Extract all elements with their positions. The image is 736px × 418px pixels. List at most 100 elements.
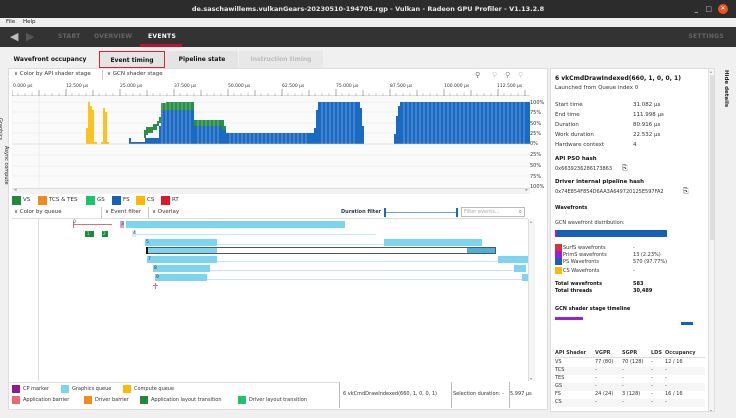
- filter-events-input[interactable]: Filter events... ⌕: [461, 207, 525, 217]
- prop-label-end-time: End time: [555, 112, 580, 118]
- zoom-out-icon[interactable]: ⚲: [518, 71, 524, 79]
- event-1[interactable]: 1: [85, 231, 94, 237]
- tab-pipeline-state[interactable]: Pipeline state: [166, 51, 238, 68]
- event-4-line: [136, 234, 376, 235]
- event-2[interactable]: 2: [102, 231, 108, 237]
- event-5-tail[interactable]: [384, 239, 482, 246]
- scroll-down-icon[interactable]: ▾: [710, 408, 713, 412]
- tab-wavefront-occupancy[interactable]: Wavefront occupancy: [6, 51, 94, 68]
- zoom-reset-icon[interactable]: ⚲: [492, 71, 498, 79]
- scroll-left-icon[interactable]: ◂: [14, 187, 17, 193]
- gcn-shader-stage-dropdown[interactable]: ∨ GCN shader stage: [107, 71, 163, 77]
- menu-file[interactable]: File: [6, 19, 16, 25]
- tick-label: 75.000 µs: [336, 84, 359, 89]
- color-by-api-dropdown[interactable]: ∨ Color by API shader stage: [14, 71, 91, 77]
- tick-label: 0.000 µs: [13, 84, 33, 89]
- event-9[interactable]: 9: [155, 274, 207, 281]
- tab-event-timing[interactable]: Event timing: [99, 51, 165, 68]
- details-panel: 6 vkCmdDrawIndexed(660, 1, 0, 0, 1) Laun…: [550, 68, 715, 412]
- event-9-tail[interactable]: [522, 274, 528, 281]
- scroll-down-icon[interactable]: ▾: [530, 376, 533, 381]
- prop-value-work-duration: 22.532 µs: [633, 132, 661, 138]
- scroll-right-icon[interactable]: ▸: [525, 187, 528, 193]
- back-arrow-icon[interactable]: ◀: [10, 30, 19, 43]
- chevron-down-icon: ∨: [105, 209, 111, 215]
- event-7[interactable]: 7: [147, 256, 217, 263]
- nav-overview[interactable]: OVERVIEW: [94, 33, 133, 40]
- legend-swatch-compute-queue: [123, 385, 131, 393]
- cs-label: CS Wavefronts: [563, 268, 600, 274]
- prop-value-start-time: 31.082 µs: [633, 102, 661, 108]
- event-4[interactable]: 4: [132, 230, 136, 237]
- overlay-dropdown[interactable]: ∨ Overlay: [152, 209, 180, 215]
- color-by-queue-dropdown[interactable]: ∨ Color by queue: [14, 209, 62, 215]
- pct-label: 75%: [530, 174, 542, 180]
- pct-label: 25%: [530, 131, 542, 137]
- api-pso-hash-value: 0x6639236286173863: [555, 166, 613, 172]
- event-3-bar[interactable]: [126, 221, 345, 228]
- legend-label-vs: VS: [23, 197, 31, 203]
- event-7-tail[interactable]: [498, 256, 534, 263]
- forward-arrow-icon[interactable]: ▶: [26, 30, 35, 43]
- tick-label: 100.000 µs: [444, 84, 470, 89]
- event-8[interactable]: 8: [153, 265, 210, 272]
- shader-table-row: TCS - - - -: [555, 367, 705, 375]
- chevron-down-icon: ∨: [14, 71, 20, 77]
- hide-details-button[interactable]: Hide details: [723, 70, 729, 108]
- legend-swatch-driver-layout-transition: [238, 396, 246, 404]
- occupancy-chart[interactable]: [12, 96, 530, 188]
- menu-help[interactable]: Help: [22, 19, 36, 25]
- zoom-in-icon[interactable]: ⚲: [505, 71, 511, 79]
- surfs-label: SurfS wavefronts: [563, 245, 606, 251]
- legend-swatch-graphics-queue: [61, 385, 69, 393]
- details-vertical-scrollbar[interactable]: ▴ ▾: [708, 69, 714, 412]
- surfs-value: -: [633, 245, 635, 251]
- event-filter-dropdown[interactable]: ∨ Event filter: [105, 209, 142, 215]
- pct-label: 25%: [530, 152, 542, 158]
- events-tab-bar: Wavefront occupancy Event timing Pipelin…: [0, 47, 736, 69]
- event-5[interactable]: 5: [145, 239, 217, 246]
- ps-label: PS Wavefronts: [563, 259, 600, 265]
- shader-table-row: TES - - - -: [555, 375, 667, 381]
- driver-hash-label: Driver internal pipeline hash: [555, 179, 645, 185]
- slider-max-handle[interactable]: [456, 208, 458, 217]
- event-timeline-vertical-scrollbar[interactable]: ▴ ▾: [528, 219, 535, 381]
- duration-filter-slider[interactable]: [384, 208, 458, 217]
- maximize-button[interactable]: □: [705, 5, 712, 13]
- event-5-line: [217, 244, 384, 245]
- event-0-barrier[interactable]: [74, 224, 112, 225]
- nav-events[interactable]: EVENTS: [148, 33, 177, 40]
- clipboard-icon[interactable]: ⎘: [622, 164, 628, 172]
- event-8-line: [210, 270, 514, 271]
- time-ruler[interactable]: [12, 82, 530, 96]
- scroll-up-icon[interactable]: ▴: [710, 69, 713, 74]
- close-button[interactable]: ✕: [718, 4, 728, 14]
- legend-label-cs: CS: [147, 197, 155, 203]
- slider-min-handle[interactable]: [384, 208, 386, 217]
- occupancy-horizontal-scrollbar[interactable]: ◂ ▸: [12, 187, 530, 194]
- nav-start[interactable]: START: [58, 33, 81, 40]
- event-8-tail[interactable]: [514, 265, 526, 272]
- cs-value: -: [633, 268, 635, 274]
- tab-instruction-timing[interactable]: Instruction timing: [239, 51, 323, 68]
- zoom-to-selection-icon[interactable]: ⚲: [475, 71, 481, 79]
- event-3-marker[interactable]: 3: [120, 221, 124, 228]
- divider: [102, 70, 103, 80]
- event-timeline[interactable]: 0 1 2 3 4 5 6 7 8 9: [12, 218, 534, 381]
- nav-bar: ◀ ▶ START OVERVIEW EVENTS SETTINGS: [0, 27, 736, 47]
- divider: [101, 207, 102, 218]
- divider: [148, 207, 149, 218]
- minimize-button[interactable]: _: [694, 5, 699, 13]
- distribution-ps-segment: [557, 230, 667, 237]
- surfs-swatch: [555, 244, 562, 251]
- pct-label: 75%: [530, 110, 542, 116]
- wavefront-distribution-label: GCN wavefront distribution:: [555, 220, 625, 226]
- shader-timeline-heading: GCN shader stage timeline: [555, 306, 631, 312]
- barrier-marker-cap: [153, 285, 158, 286]
- selection-duration-label: Selection duration: -: [453, 391, 504, 397]
- nav-settings[interactable]: SETTINGS: [688, 33, 724, 40]
- scrollbar-thumb[interactable]: [710, 75, 714, 240]
- tick-label: 37.500 µs: [174, 84, 197, 89]
- clipboard-icon[interactable]: ⎘: [683, 187, 689, 195]
- scroll-up-icon[interactable]: ▴: [530, 219, 533, 224]
